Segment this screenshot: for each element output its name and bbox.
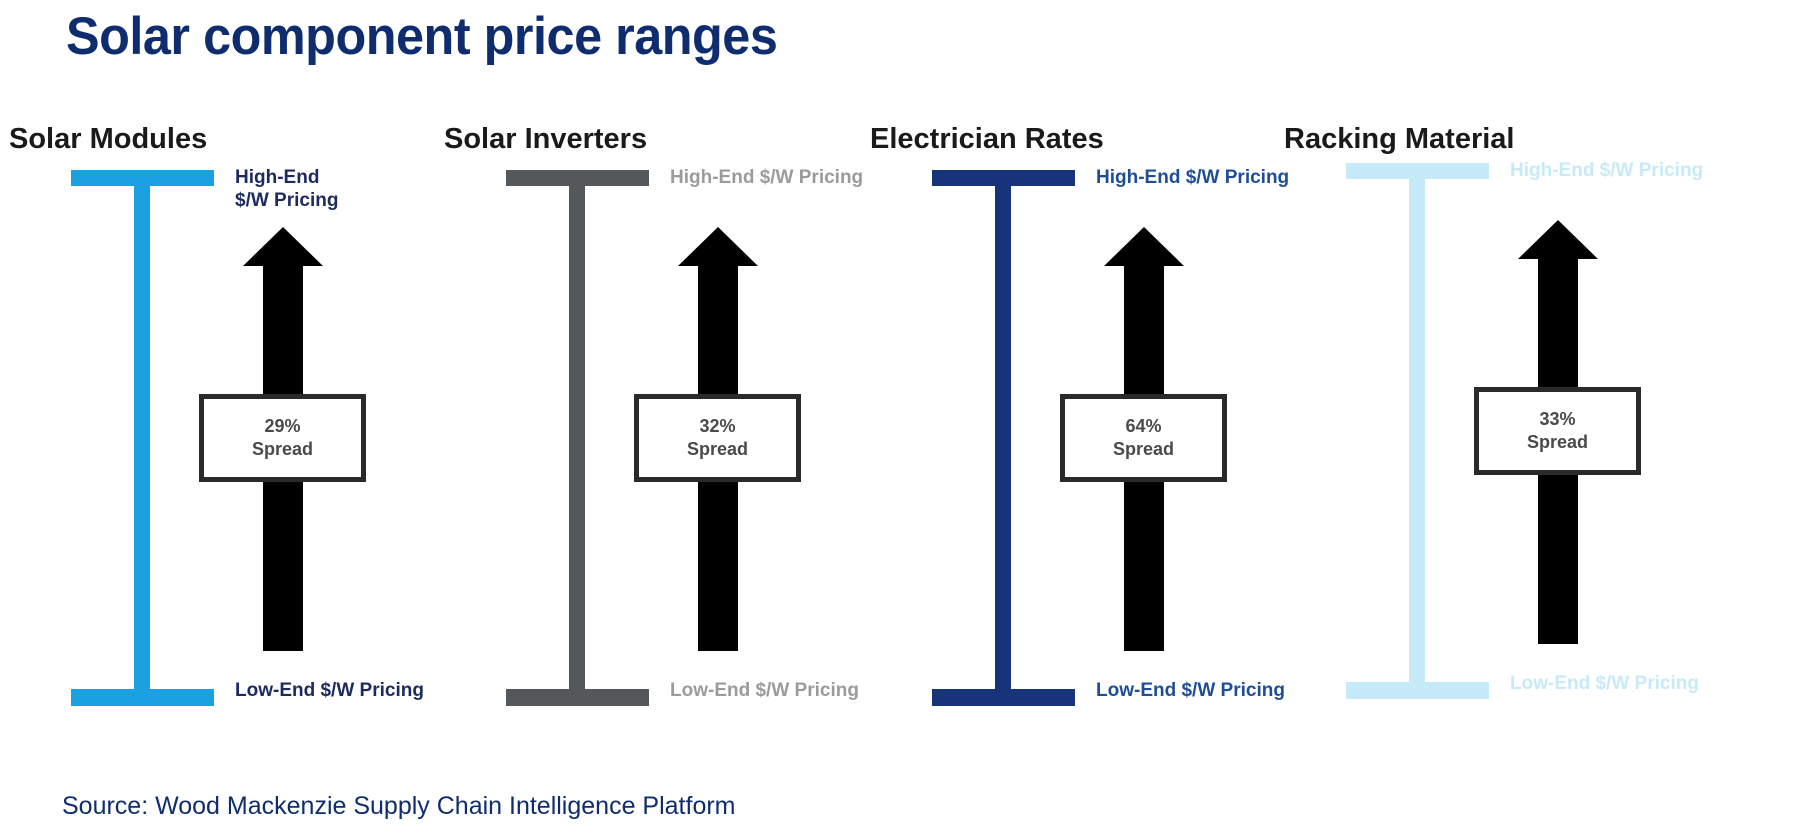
panel-electrician-rates: Electrician Rates High-End $/W Pricing L…: [861, 0, 1289, 760]
low-end-label: Low-End $/W Pricing: [235, 680, 424, 701]
range-high-bar: [932, 170, 1075, 186]
panel-heading: Solar Modules: [9, 123, 208, 155]
range-low-bar: [932, 689, 1075, 706]
page-title: Solar component price ranges: [66, 7, 778, 66]
spread-value: 33%: [1539, 409, 1576, 429]
spread-box: 64% Spread: [1060, 394, 1227, 482]
panel-heading: Electrician Rates: [870, 123, 1104, 155]
range-low-bar: [71, 689, 214, 706]
spread-value: 29%: [264, 416, 301, 436]
spread-label: Spread: [686, 439, 749, 459]
panel-solar-modules: Solar Modules High-End $/W Pricing Low-E…: [0, 0, 424, 760]
range-high-bar: [1346, 163, 1489, 179]
high-end-label: High-End $/W Pricing: [1510, 160, 1704, 181]
high-end-label: High-End $/W Pricing: [1096, 167, 1290, 188]
spread-value: 64%: [1125, 416, 1162, 436]
low-end-label: Low-End $/W Pricing: [1096, 680, 1285, 701]
high-end-label: High-End $/W Pricing: [235, 167, 339, 211]
range-high-bar: [71, 170, 214, 186]
source-note: Source: Wood Mackenzie Supply Chain Inte…: [62, 792, 736, 820]
spread-value: 32%: [699, 416, 736, 436]
range-high-bar: [506, 170, 649, 186]
panel-heading: Racking Material: [1284, 123, 1515, 155]
panel-solar-inverters: Solar Inverters High-End $/W Pricing Low…: [435, 0, 863, 760]
spread-label: Spread: [1526, 432, 1589, 452]
range-low-bar: [1346, 682, 1489, 699]
panel-racking-material: Racking Material High-End $/W Pricing Lo…: [1275, 0, 1703, 753]
range-low-bar: [506, 689, 649, 706]
spread-box: 29% Spread: [199, 394, 366, 482]
low-end-label: Low-End $/W Pricing: [670, 680, 859, 701]
range-stem: [569, 186, 585, 690]
spread-box: 33% Spread: [1474, 387, 1641, 475]
spread-label: Spread: [251, 439, 314, 459]
low-end-label: Low-End $/W Pricing: [1510, 673, 1699, 694]
high-end-label: High-End $/W Pricing: [670, 167, 864, 188]
range-stem: [995, 186, 1011, 690]
panel-heading: Solar Inverters: [444, 123, 648, 155]
range-stem: [134, 186, 150, 690]
spread-box: 32% Spread: [634, 394, 801, 482]
range-stem: [1409, 179, 1425, 683]
spread-label: Spread: [1112, 439, 1175, 459]
